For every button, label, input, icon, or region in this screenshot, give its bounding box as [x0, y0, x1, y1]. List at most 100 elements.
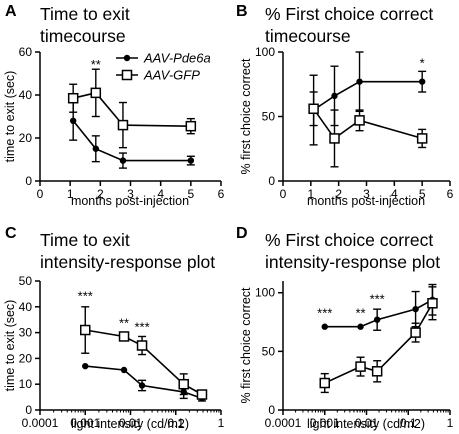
significance-marker: *	[420, 55, 425, 70]
x-tick-label: 0.0001	[265, 416, 302, 430]
x-axis-label: light intensity (cd/m2)	[71, 417, 189, 431]
x-tick-label: 4	[157, 187, 164, 201]
data-point	[416, 133, 428, 144]
y-tick-label: 0	[268, 174, 275, 188]
data-point	[331, 92, 338, 100]
y-tick-label: 0	[25, 174, 32, 188]
y-tick-label: 50	[19, 274, 33, 288]
x-axis-label: months post-injection	[71, 194, 189, 208]
y-tick-label: 20	[19, 131, 33, 145]
y-tick-label: 60	[19, 45, 33, 59]
data-point	[418, 78, 426, 85]
data-point	[178, 378, 189, 390]
data-point	[354, 115, 365, 126]
data-point	[371, 366, 383, 377]
x-tick-label: 2	[335, 187, 342, 201]
x-axis-label: months post-injection	[307, 194, 425, 208]
significance-marker: **	[355, 305, 365, 320]
y-tick-label: 0	[268, 403, 275, 417]
legend-label: AAV-Pde6a	[143, 51, 211, 66]
significance-marker: ***	[370, 291, 385, 306]
data-point	[308, 103, 319, 115]
y-axis-label: time to exit (sec)	[3, 300, 17, 392]
significance-marker: ***	[134, 319, 149, 334]
significance-marker: ***	[78, 288, 93, 303]
panel-label: B	[236, 3, 248, 20]
chart-title: timecourse	[40, 26, 126, 46]
data-point	[412, 305, 419, 313]
data-point	[319, 377, 330, 389]
data-point	[329, 133, 340, 144]
data-point	[187, 157, 195, 164]
data-point	[427, 298, 438, 309]
y-tick-label: 0	[25, 403, 32, 417]
significance-marker: ***	[317, 305, 332, 320]
x-tick-label: 4	[391, 187, 398, 201]
x-tick-label: 5	[187, 187, 194, 201]
data-point	[356, 78, 363, 85]
series-line	[72, 120, 191, 162]
x-axis-label: light intensity (cd/m2)	[307, 417, 425, 431]
data-point	[321, 323, 328, 330]
y-tick-label: 50	[262, 344, 276, 358]
x-tick-label: 0.01	[119, 416, 143, 430]
data-point	[82, 362, 89, 370]
panel-d: D % First choice correctintensity-respons…	[236, 225, 454, 431]
y-axis-label: time to exit (sec)	[3, 71, 17, 163]
x-tick-label: 3	[127, 187, 134, 201]
legend-label: AAV-GFP	[143, 68, 200, 83]
x-tick-label: 0	[37, 187, 44, 201]
x-tick-label: 0.1	[400, 416, 417, 430]
data-point	[67, 92, 79, 104]
y-tick-label: 40	[19, 300, 33, 314]
significance-marker: **	[119, 315, 129, 330]
data-point	[357, 323, 364, 330]
panel-label: C	[5, 225, 17, 242]
y-tick-label: 30	[19, 326, 33, 340]
series-line	[73, 91, 191, 127]
data-point	[117, 119, 129, 131]
series-line	[312, 108, 423, 140]
x-tick-label: 3	[363, 187, 370, 201]
chart-title: Time to exit	[40, 230, 130, 250]
data-point	[69, 117, 77, 125]
series-aav-pde6a	[309, 51, 427, 146]
series-aav-gfp	[319, 286, 438, 394]
data-point	[373, 316, 381, 323]
panel-label: A	[5, 3, 17, 20]
series-aav-gfp	[308, 91, 428, 168]
series-aav-gfp	[80, 306, 208, 400]
x-tick-label: 1	[447, 416, 454, 430]
x-tick-label: 6	[218, 187, 225, 201]
legend: AAV-Pde6a AAV-GFP	[116, 51, 211, 83]
x-tick-label: 1	[218, 416, 225, 430]
x-tick-label: 0.1	[167, 416, 184, 430]
series-aav-gfp	[67, 68, 197, 149]
x-tick-label: 0.0001	[22, 416, 59, 430]
data-point	[138, 382, 146, 389]
y-tick-label: 40	[19, 88, 33, 102]
chart-title: % First choice correct	[265, 230, 433, 250]
chart-title: Time to exit	[40, 4, 130, 24]
y-axis-label: % first choice correct	[239, 287, 253, 404]
x-tick-label: 0.01	[355, 416, 379, 430]
x-tick-label: 6	[447, 187, 454, 201]
legend-marker	[123, 54, 131, 62]
chart-title: intensity-response plot	[265, 252, 440, 272]
y-tick-label: 10	[19, 377, 33, 391]
y-tick-label: 100	[255, 45, 275, 59]
data-point	[90, 87, 102, 99]
y-axis-label: % first choice correct	[239, 58, 253, 175]
data-point	[80, 324, 91, 336]
chart-title: intensity-response plot	[40, 252, 215, 272]
x-tick-label: 2	[97, 187, 104, 201]
data-point	[136, 340, 148, 351]
data-point	[196, 389, 208, 400]
data-point	[410, 327, 421, 338]
data-point	[92, 145, 100, 152]
significance-marker: **	[91, 57, 101, 72]
x-tick-label: 5	[419, 187, 426, 201]
